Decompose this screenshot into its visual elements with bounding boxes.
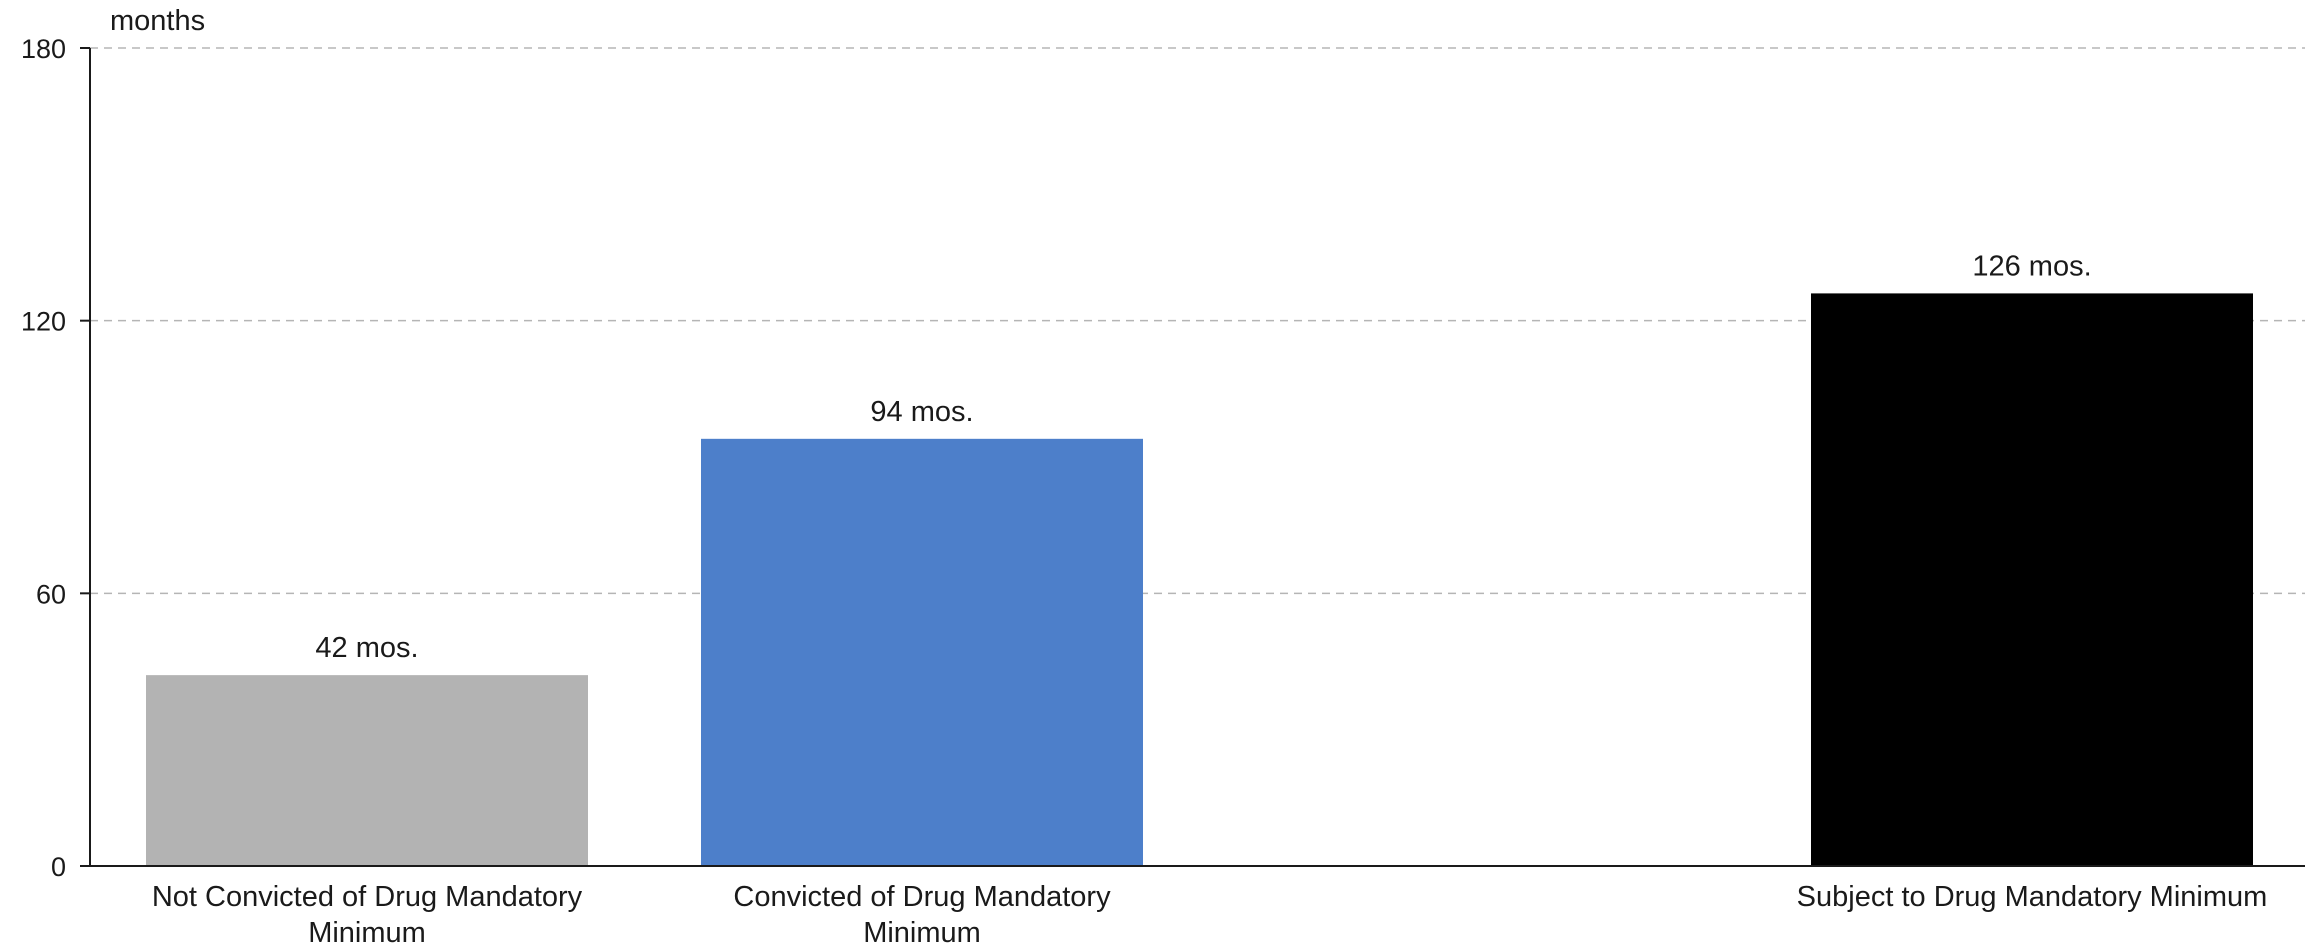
category-label: Convicted of Drug Mandatory (733, 881, 1111, 913)
category-label: Minimum (863, 917, 981, 946)
bar (1811, 293, 2253, 866)
y-tick-label: 120 (21, 307, 66, 337)
y-tick-labels: 0 60 120 180 (21, 34, 90, 882)
y-tick-label: 180 (21, 34, 66, 64)
bar (146, 675, 588, 866)
y-tick-label: 0 (51, 852, 66, 882)
bars (146, 293, 2253, 866)
category-label: Minimum (308, 917, 426, 946)
bar (701, 438, 1143, 866)
category-label: Subject to Drug Mandatory Minimum (1797, 881, 2268, 913)
bar-data-label: 42 mos. (315, 632, 418, 664)
category-label: Not Convicted of Drug Mandatory (152, 881, 583, 913)
bar-data-label: 94 mos. (870, 396, 973, 428)
bar-data-label: 126 mos. (1972, 250, 2091, 282)
y-axis-unit-label: months (110, 5, 205, 37)
category-labels: Not Convicted of Drug Mandatory Minimum Co… (152, 881, 2268, 946)
axes (89, 48, 2305, 867)
data-labels: 42 mos. 94 mos. 126 mos. (315, 250, 2091, 664)
y-tick-label: 60 (36, 579, 66, 609)
gridlines (90, 47, 2305, 595)
